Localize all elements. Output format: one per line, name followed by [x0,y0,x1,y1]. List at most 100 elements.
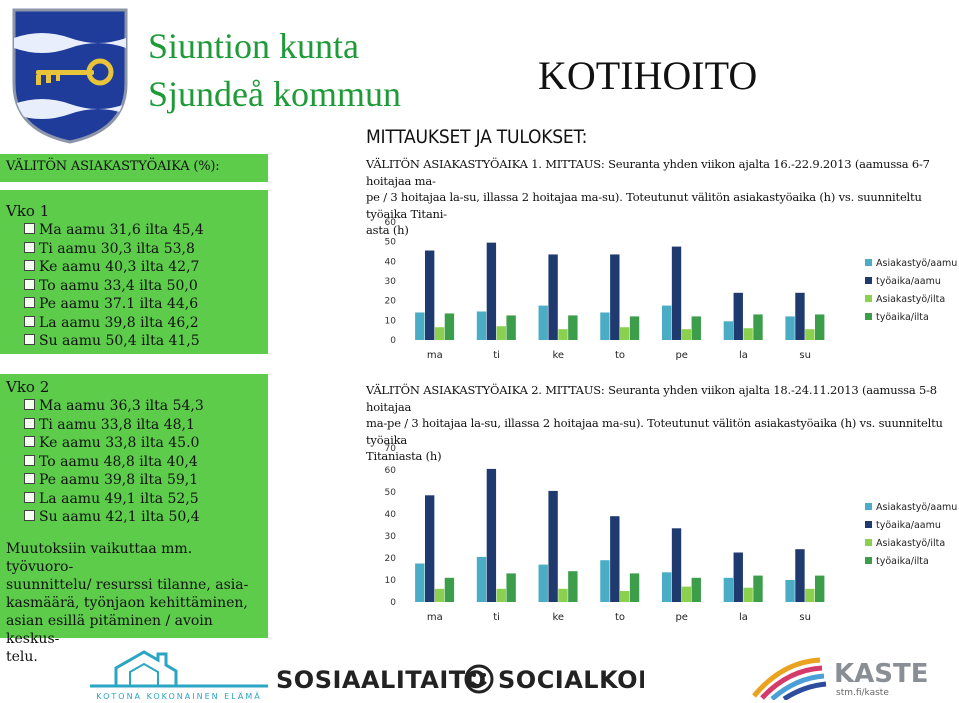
bar [733,292,743,340]
sosiaalitaito-text: SOSIAALITAITO [276,666,487,694]
list-item: To aamu 33,4 ilta 50,0 [24,277,204,296]
y-tick-label: 30 [385,532,397,542]
bar [671,528,682,602]
kaste-url: stm.fi/kaste [836,688,889,698]
note-text: Muutoksiin vaikuttaa mm. työvuoro- suunn… [6,540,262,666]
bar [743,587,753,602]
bar [733,552,743,602]
list-item-text: Ke aamu 40,3 ilta 42,7 [39,259,200,275]
list-item: To aamu 48,8 ilta 40,4 [24,453,204,472]
chart1-caption: VÄLITÖN ASIAKASTYÖAIKA 1. MITTAUS: Seura… [366,156,958,239]
x-tick-label: ke [552,350,564,361]
checkbox-icon [24,223,35,234]
legend-label: Asiakastyö/aamu [876,502,957,513]
legend-label: työaika/aamu [876,520,941,531]
legend-label: Asiakastyö/ilta [876,538,945,549]
bar [424,250,435,340]
bar [568,571,578,602]
caption-line: pe / 3 hoitajaa la-su, illassa 2 hoitaja… [366,190,922,221]
x-tick-label: ma [427,350,443,361]
bar [506,315,516,340]
legend-label: työaika/aamu [876,276,941,287]
bar [785,580,795,602]
y-tick-label: 50 [385,488,397,498]
list-item: Su aamu 42,1 ilta 50,4 [24,508,204,527]
bar [671,246,682,340]
list-item: Pe aamu 39,8 ilta 59,1 [24,471,204,490]
list-item-text: Ti aamu 33,8 ilta 48,1 [39,416,195,433]
bar [785,316,795,340]
municipality-name-sv: Sjundeå kommun [148,74,401,114]
bar [610,254,620,340]
y-tick-label: 40 [385,510,397,520]
list-item-text: To aamu 33,4 ilta 50,0 [39,277,198,294]
kaste-waves-icon [752,657,827,700]
list-item: Ke aamu 40,3 ilta 42,7 [24,258,204,277]
bar [476,556,487,602]
bar [486,468,497,602]
legend-swatch [865,539,872,546]
legend-label: työaika/ilta [876,312,929,323]
kotona-logo-text: KOTONA KOKONAINEN ELÄMÄ [96,691,261,701]
list-item: Ke aamu 33,8 ilta 45.0 [24,434,204,453]
list-item: Ti aamu 30,3 ilta 53,8 [24,240,204,259]
sosiaalitaito-smile-icon [464,664,494,694]
legend-swatch [865,521,872,528]
bar [629,316,640,340]
legend-swatch [865,277,872,284]
checkbox-icon [24,491,35,503]
bar [476,311,487,340]
list-item-text: To aamu 48,8 ilta 40,4 [39,453,198,470]
legend-swatch [865,557,872,564]
note-line: Muutoksiin vaikuttaa mm. työvuoro- [6,541,193,575]
week2-title: Vko 2 [6,378,50,396]
bar [661,305,672,340]
list-item-text: Pe aamu 39,8 ilta 59,1 [39,472,199,488]
y-tick-label: 50 [385,238,397,248]
kaste-logo: KASTE stm.fi/kaste [752,657,929,700]
list-item-text: Pe aamu 37.1 ilta 44,6 [39,296,199,312]
chart-1: 0 10 20 30 40 50 60 ma ti ke to pe la su Asiakastyö/aa… [385,218,958,361]
list-item-text: Ma aamu 31,6 ilta 45,4 [39,222,204,238]
bar [434,588,445,602]
week1-list: Ma aamu 31,6 ilta 45,4 Ti aamu 30,3 ilta… [24,221,204,351]
bar [558,329,568,340]
caption-line: VÄLITÖN ASIAKASTYÖAIKA 2. MITTAUS: Seura… [366,383,937,414]
socialkompetens-text: SOCIALKOMPETENS [498,666,644,694]
bar [600,560,610,602]
x-tick-label: la [739,612,748,623]
checkbox-icon [24,315,35,327]
bar [753,314,763,340]
y-tick-label: 40 [385,257,397,267]
legend-swatch [865,313,872,320]
checkbox-icon [24,473,35,484]
bar [743,328,753,340]
checkbox-icon [24,399,35,410]
list-item: Su aamu 50,4 ilta 41,5 [24,332,204,351]
bar [620,591,630,602]
municipality-crest-icon [12,8,128,144]
list-item: Ti aamu 33,8 ilta 48,1 [24,416,204,435]
checkbox-icon [24,454,35,466]
bar [620,327,630,340]
x-tick-label: to [615,612,625,623]
list-item-text: La aamu 49,1 ilta 52,5 [39,490,199,507]
note-line: asian esillä pitäminen / avoin keskus- [6,613,213,647]
bar [506,573,516,602]
bar [681,329,692,340]
section-subheading: MITTAUKSET JA TULOKSET: [366,126,588,148]
bar [805,329,815,340]
legend-swatch [865,503,872,510]
caption-line: asta (h) [366,223,409,237]
bar [805,588,815,602]
list-item: Pe aamu 37.1 ilta 44,6 [24,295,204,314]
checkbox-icon [24,334,35,345]
list-item-text: Ti aamu 30,3 ilta 53,8 [39,240,195,257]
week1-title: Vko 1 [6,202,50,220]
bar [795,292,805,340]
bar [496,326,506,340]
bar [753,575,763,602]
note-line: telu. [6,649,38,665]
bar [723,577,734,602]
list-item: Ma aamu 31,6 ilta 45,4 [24,221,204,240]
